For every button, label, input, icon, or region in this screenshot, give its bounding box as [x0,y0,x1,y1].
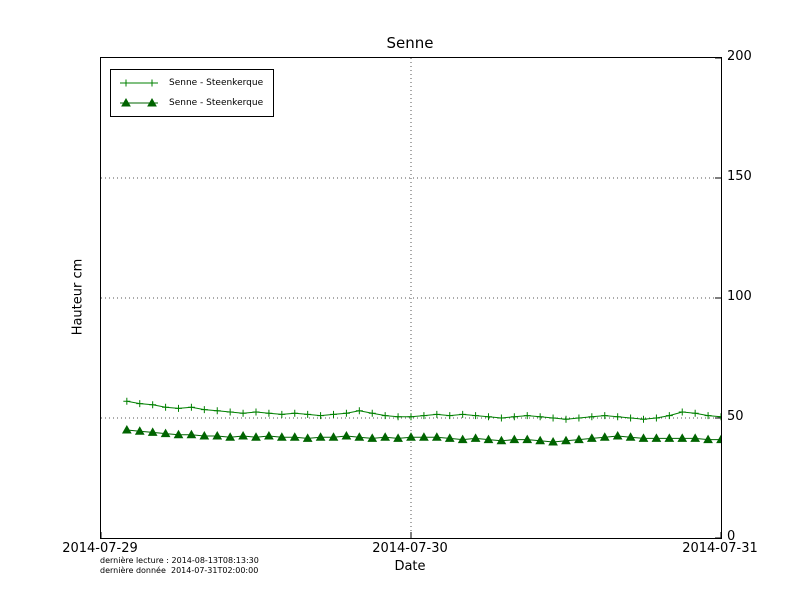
y-tick-label: 100 [727,289,752,304]
legend-label: Senne - Steenkerque [169,98,264,108]
y-axis-label: Hauteur cm [70,258,86,336]
x-tick-label: 2014-07-31 [682,541,758,556]
footer-last-reading: dernière lecture : 2014-08-13T08:13:30 [100,556,259,565]
x-axis-label: Date [394,559,426,574]
footer-last-data: dernière donnée 2014-07-31T02:00:00 [100,566,259,575]
y-tick-label: 200 [727,49,752,64]
y-tick-label: 150 [727,169,752,184]
y-tick-label: 50 [727,409,744,424]
legend-marker-sample [120,97,158,107]
x-tick-label: 2014-07-30 [372,541,448,556]
footer: dernière lecture : 2014-08-13T08:13:30 d… [100,556,259,576]
legend-marker-sample [120,79,158,87]
plot-area [100,57,722,539]
x-tick-label: 2014-07-29 [62,541,138,556]
plot-svg [101,58,721,538]
legend-item: Senne - Steenkerque [117,96,263,110]
y-tick-label: 0 [727,529,736,544]
chart-title: Senne [386,34,434,52]
legend: Senne - Steenkerque Senne - Steenkerque [110,69,275,117]
legend-label: Senne - Steenkerque [169,78,264,88]
legend-item: Senne - Steenkerque [117,76,263,90]
